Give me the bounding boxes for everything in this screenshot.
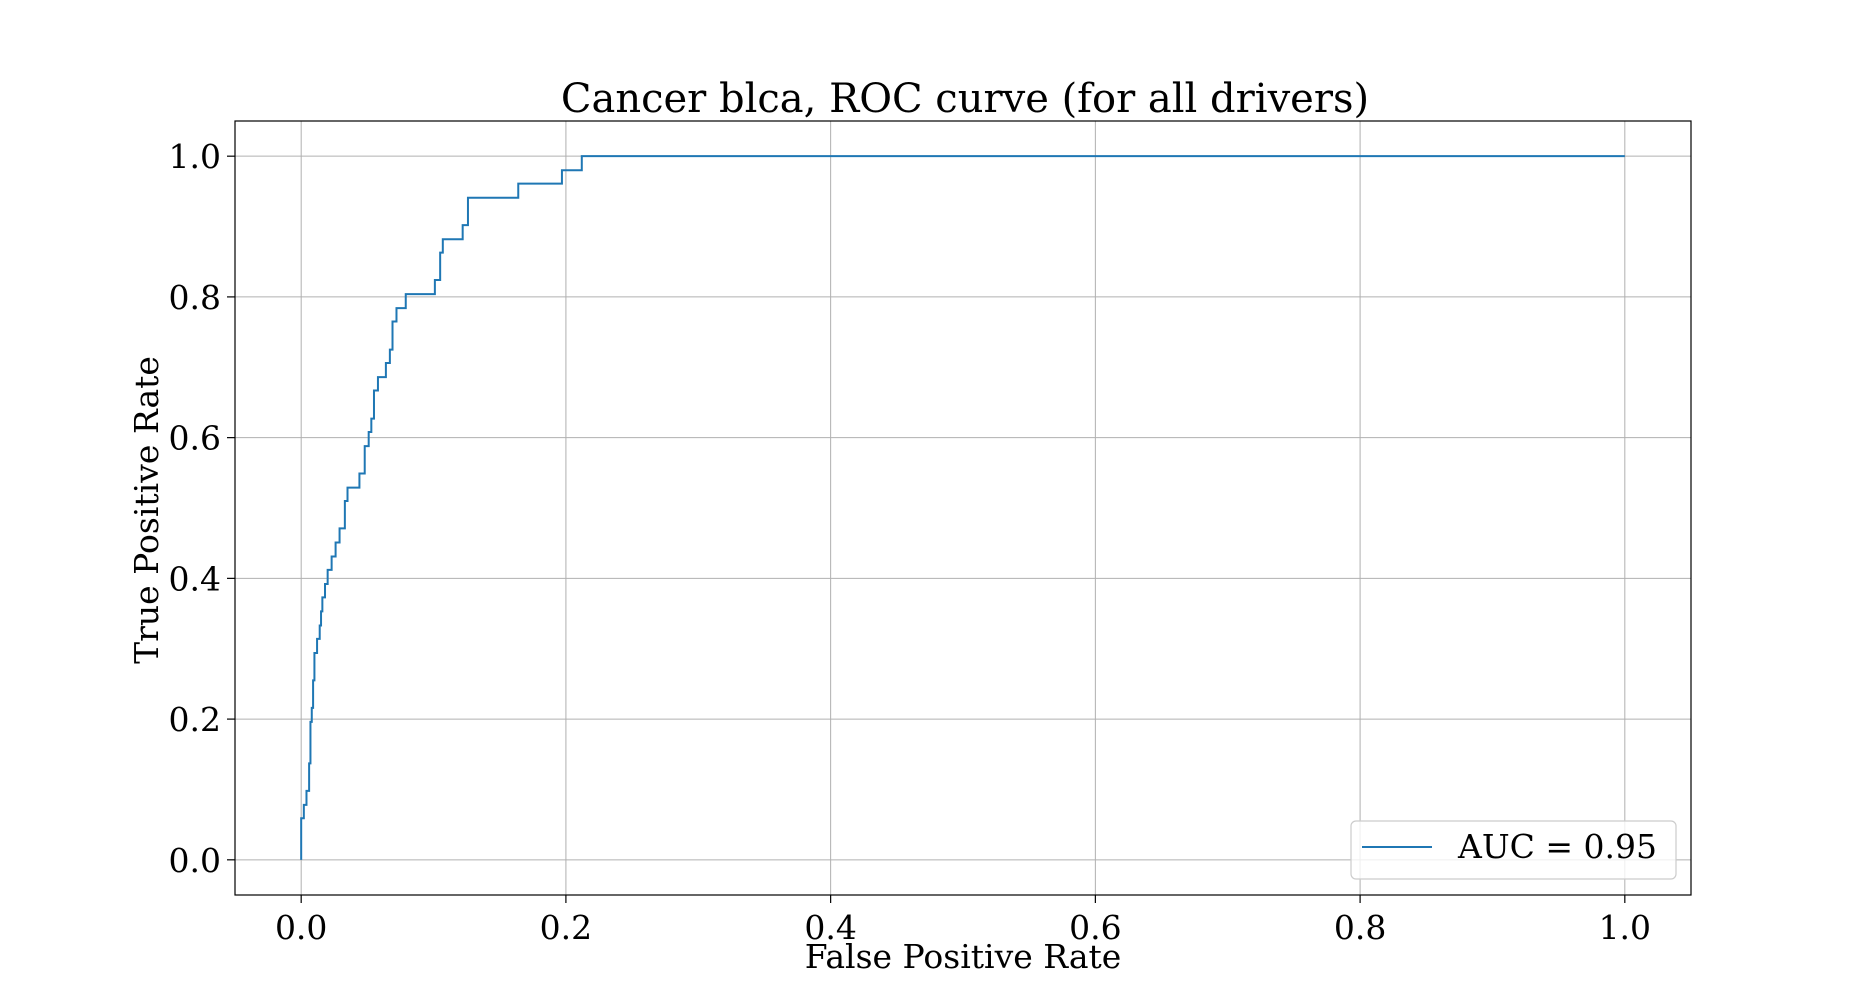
y-tick-label: 0.4 xyxy=(169,559,221,598)
grid xyxy=(235,121,1691,895)
y-tick-label: 1.0 xyxy=(169,137,221,176)
x-tick-label: 0.6 xyxy=(1069,908,1121,947)
y-tick-label: 0.0 xyxy=(169,841,221,880)
legend: AUC = 0.95 xyxy=(1350,820,1677,880)
legend-box xyxy=(1350,820,1677,880)
x-tick-label: 0.8 xyxy=(1334,908,1386,947)
x-axis-label: False Positive Rate xyxy=(805,937,1122,976)
x-tick-label: 0.4 xyxy=(804,908,856,947)
y-tick-label: 0.8 xyxy=(169,278,221,317)
x-tick-label: 0.0 xyxy=(275,908,327,947)
chart-title: Cancer blca, ROC curve (for all drivers) xyxy=(561,76,1369,122)
plot-frame xyxy=(234,120,1692,896)
axis-ticks: 0.0 0.2 0.4 0.6 0.8 1.0 0.0 0.2 0.4 0.6 0.8 1.0 xyxy=(169,137,1652,947)
y-axis-label: True Positive Rate xyxy=(127,356,166,664)
x-tick-label: 1.0 xyxy=(1599,908,1651,947)
y-tick-label: 0.6 xyxy=(169,419,221,458)
plot-area xyxy=(300,155,1625,860)
roc-curve-line xyxy=(300,155,1625,860)
y-tick-label: 0.2 xyxy=(169,700,221,739)
legend-label: AUC = 0.95 xyxy=(1457,827,1657,866)
x-tick-label: 0.2 xyxy=(540,908,592,947)
